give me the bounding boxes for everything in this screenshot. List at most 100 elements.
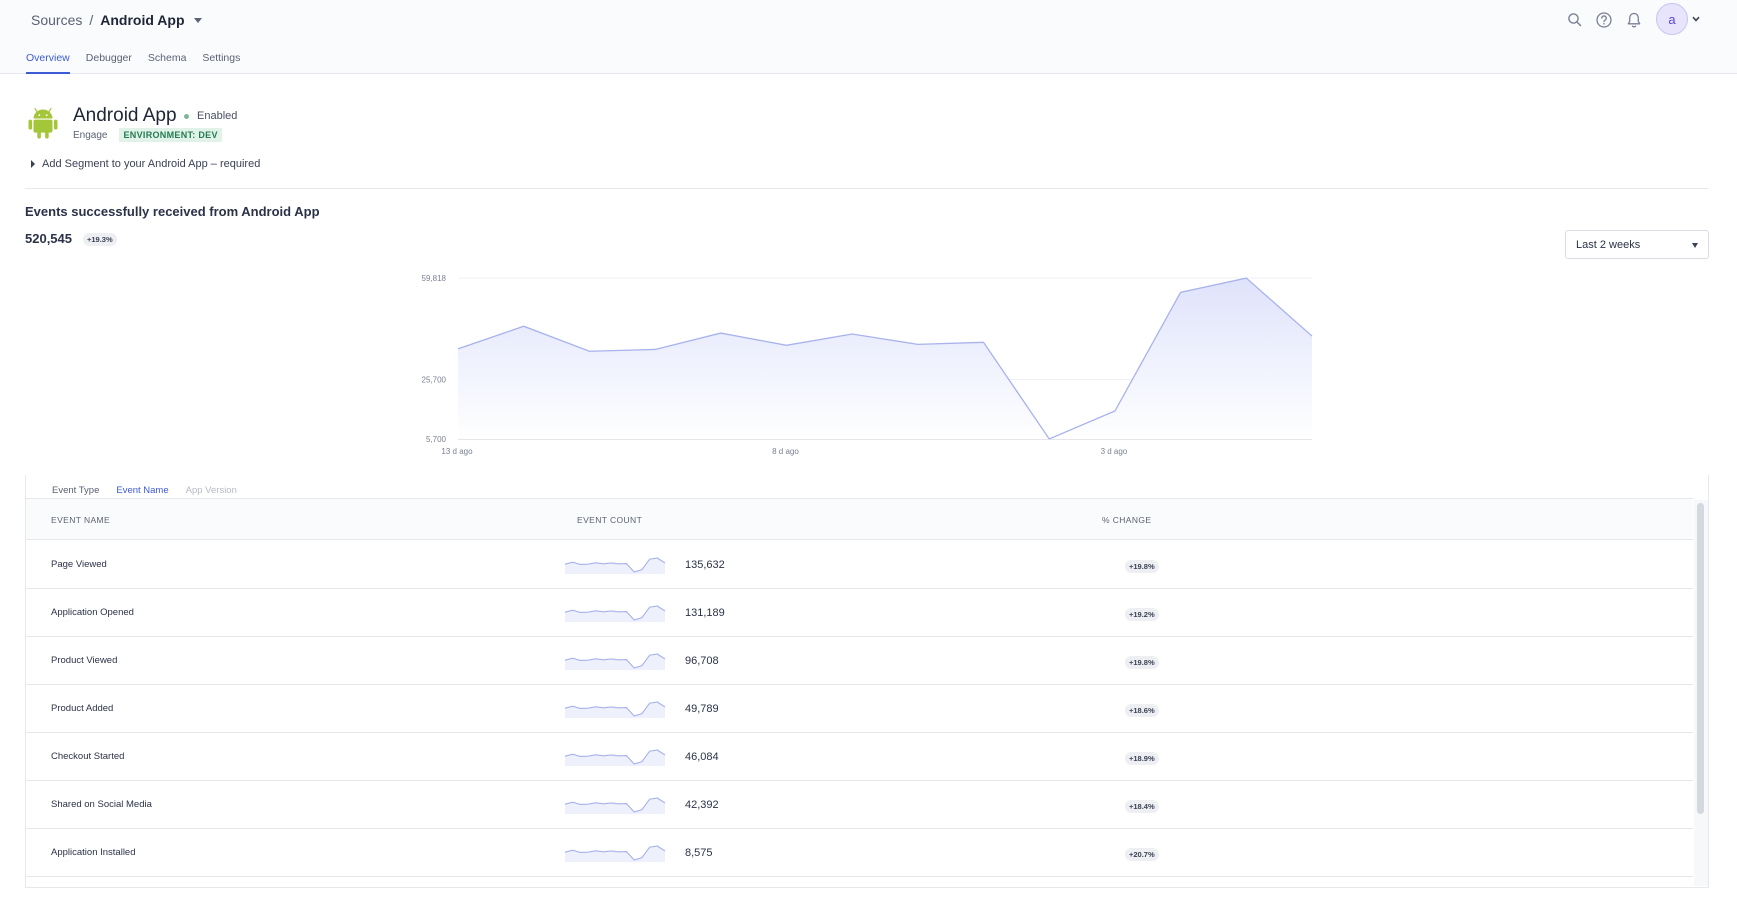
- sparkline-area: [565, 606, 665, 622]
- event-count-cell: 96,708: [685, 655, 719, 667]
- chart-area-fill: [458, 278, 1312, 439]
- user-menu-chevron-down-icon[interactable]: [1692, 16, 1700, 22]
- sparkline-area: [565, 558, 665, 574]
- percent-change-badge: +18.9%: [1125, 752, 1159, 765]
- event-count-sparkline: [564, 605, 666, 622]
- tab-event-type[interactable]: Event Type: [52, 485, 100, 496]
- sparkline-line: [564, 701, 666, 717]
- percent-change-badge: +18.4%: [1125, 800, 1159, 813]
- event-count-sparkline: [564, 845, 666, 862]
- section-divider: [25, 188, 1708, 189]
- event-name-cell: Page Viewed: [51, 559, 107, 570]
- event-name-cell: Checkout Started: [51, 751, 125, 762]
- event-count-sparkline: [564, 701, 666, 718]
- help-icon[interactable]: [1595, 11, 1613, 29]
- table-row[interactable]: Product Added 49,789 +18.6%: [26, 685, 1693, 733]
- table-row[interactable]: Page Viewed 135,632 +19.8%: [26, 541, 1693, 589]
- event-count-cell: 131,189: [685, 607, 725, 619]
- y-tick-label: 5,700: [426, 435, 447, 444]
- tab-debugger[interactable]: Debugger: [85, 52, 132, 64]
- chart-series-line: [457, 277, 1313, 440]
- event-count-sparkline: [564, 653, 666, 670]
- top-bar: Sources / Android App a Overview Debugge…: [0, 0, 1737, 74]
- sparkline-line: [564, 797, 666, 813]
- table-scrollbar[interactable]: [1694, 500, 1708, 886]
- column-header-event-count[interactable]: EVENT COUNT: [577, 515, 643, 525]
- column-header-percent-change[interactable]: % CHANGE: [1102, 515, 1152, 525]
- event-count-cell: 135,632: [685, 559, 725, 571]
- source-status: Enabled: [184, 110, 237, 122]
- event-count-cell: 42,392: [685, 799, 719, 811]
- sparkline-area: [565, 750, 665, 766]
- percent-change-badge: +19.8%: [1125, 560, 1159, 573]
- percent-change-badge: +19.8%: [1125, 656, 1159, 669]
- sparkline-area: [565, 798, 665, 814]
- sparkline-line: [564, 605, 666, 621]
- events-breakdown-panel: Event Type Event Name App Version EVENT …: [25, 475, 1709, 888]
- table-row[interactable]: Application Installed 8,575 +20.7%: [26, 829, 1693, 877]
- time-range-value: Last 2 weeks: [1576, 239, 1641, 251]
- chart-data-point: [588, 350, 590, 352]
- x-tick-label: 13 d ago: [441, 447, 473, 456]
- breadcrumb: Sources / Android App: [31, 12, 202, 28]
- source-meta: Engage ENVIRONMENT: DEV: [73, 128, 222, 142]
- breadcrumb-separator: /: [89, 12, 94, 28]
- event-count-cell: 49,789: [685, 703, 719, 715]
- events-area-chart: 59,818 25,700 5,700 13 d ago 8 d ago 3 d ago: [422, 274, 1313, 456]
- events-chart-title: Events successfully received from Androi…: [25, 204, 320, 219]
- search-icon[interactable]: [1566, 11, 1584, 29]
- table-scrollbar-thumb[interactable]: [1697, 503, 1704, 814]
- sparkline-line: [564, 557, 666, 573]
- tab-overview[interactable]: Overview: [26, 46, 70, 74]
- breadcrumb-sources-link[interactable]: Sources: [31, 12, 83, 28]
- chart-data-point: [1179, 291, 1181, 293]
- source-title: Android App: [73, 105, 177, 126]
- chart-data-point: [1311, 335, 1313, 337]
- chart-data-point: [1245, 277, 1247, 279]
- sparkline-line: [564, 845, 666, 861]
- event-name-cell: Product Viewed: [51, 655, 118, 666]
- bell-icon[interactable]: [1625, 11, 1643, 29]
- setup-instructions-toggle[interactable]: Add Segment to your Android App – requir…: [31, 158, 260, 170]
- android-logo-icon: [28, 107, 58, 139]
- table-row[interactable]: Shared on Social Media 42,392 +18.4%: [26, 781, 1693, 829]
- table-row[interactable]: Checkout Started 46,084 +18.9%: [26, 733, 1693, 781]
- table-row[interactable]: Application Opened 131,189 +19.2%: [26, 589, 1693, 637]
- y-tick-label: 25,700: [422, 376, 447, 385]
- sparkline-area: [565, 846, 665, 862]
- setup-instructions-label: Add Segment to your Android App – requir…: [42, 158, 261, 170]
- environment-badge: ENVIRONMENT: DEV: [119, 128, 222, 142]
- event-count-cell: 8,575: [685, 847, 713, 859]
- x-tick-label: 3 d ago: [1101, 447, 1128, 456]
- x-tick-label: 8 d ago: [772, 447, 799, 456]
- chart-data-point: [457, 348, 459, 350]
- chart-data-point: [1048, 438, 1050, 440]
- table-row[interactable]: Product Viewed 96,708 +19.8%: [26, 637, 1693, 685]
- event-count-cell: 46,084: [685, 751, 719, 763]
- chart-data-point: [917, 343, 919, 345]
- chart-data-point: [785, 344, 787, 346]
- breadcrumb-current-source: Android App: [100, 12, 185, 28]
- event-count-sparkline: [564, 797, 666, 814]
- tab-app-version: App Version: [185, 485, 237, 496]
- column-header-event-name[interactable]: EVENT NAME: [51, 515, 111, 525]
- source-kind: Engage: [73, 129, 108, 141]
- source-switcher-caret-icon[interactable]: [193, 18, 202, 23]
- chart-data-point: [522, 325, 524, 327]
- event-count-sparkline: [564, 557, 666, 574]
- events-total-change-badge: +19.3%: [83, 233, 117, 246]
- percent-change-badge: +19.2%: [1125, 608, 1159, 621]
- chart-data-point: [982, 341, 984, 343]
- chevron-down-icon: [1692, 243, 1698, 248]
- user-avatar[interactable]: a: [1656, 3, 1688, 35]
- event-count-sparkline: [564, 749, 666, 766]
- table-header: EVENT NAME EVENT COUNT % CHANGE: [26, 498, 1693, 540]
- tab-schema[interactable]: Schema: [147, 52, 187, 64]
- time-range-select[interactable]: Last 2 weeks: [1565, 230, 1709, 259]
- tab-settings[interactable]: Settings: [202, 52, 241, 64]
- source-status-label: Enabled: [197, 110, 238, 122]
- event-name-cell: Application Opened: [51, 607, 134, 618]
- chart-data-point: [1114, 410, 1116, 412]
- chart-data-point: [720, 332, 722, 334]
- status-dot-icon: [184, 113, 189, 119]
